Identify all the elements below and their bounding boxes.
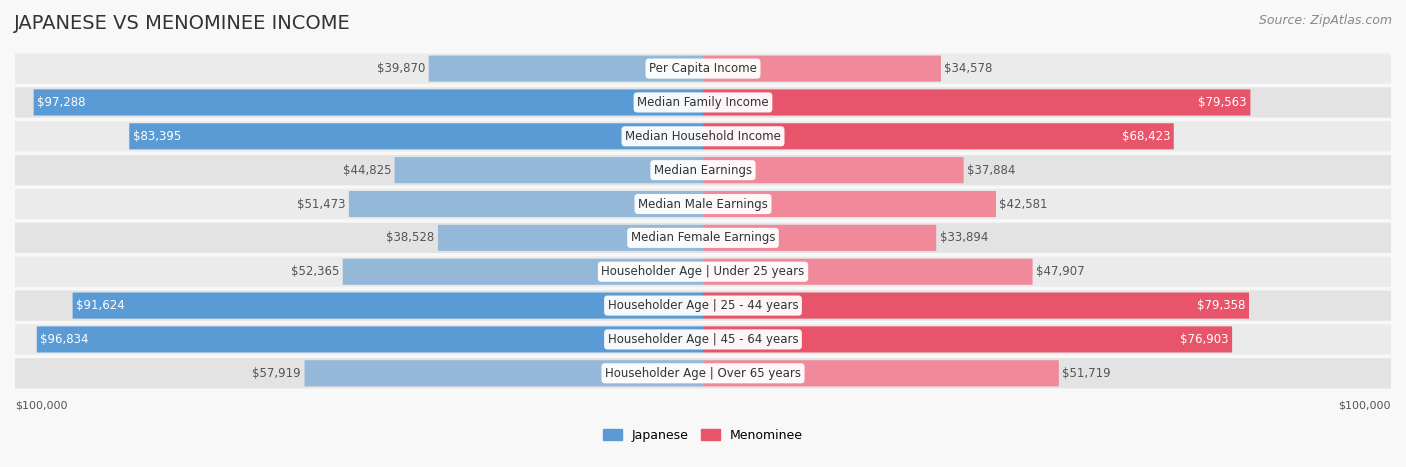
- Text: $42,581: $42,581: [1000, 198, 1047, 211]
- FancyBboxPatch shape: [703, 123, 1174, 149]
- FancyBboxPatch shape: [703, 89, 1250, 115]
- FancyBboxPatch shape: [703, 326, 1232, 353]
- Text: $91,624: $91,624: [76, 299, 125, 312]
- FancyBboxPatch shape: [15, 87, 1391, 118]
- Text: $79,358: $79,358: [1197, 299, 1246, 312]
- FancyBboxPatch shape: [15, 290, 1391, 321]
- FancyBboxPatch shape: [15, 121, 1391, 151]
- FancyBboxPatch shape: [129, 123, 703, 149]
- Text: Householder Age | 25 - 44 years: Householder Age | 25 - 44 years: [607, 299, 799, 312]
- FancyBboxPatch shape: [15, 53, 1391, 84]
- Text: $68,423: $68,423: [1122, 130, 1170, 143]
- Text: JAPANESE VS MENOMINEE INCOME: JAPANESE VS MENOMINEE INCOME: [14, 14, 352, 33]
- Text: $37,884: $37,884: [967, 163, 1015, 177]
- FancyBboxPatch shape: [15, 256, 1391, 287]
- Text: $52,365: $52,365: [291, 265, 339, 278]
- Text: $97,288: $97,288: [37, 96, 86, 109]
- FancyBboxPatch shape: [437, 225, 703, 251]
- Text: $79,563: $79,563: [1198, 96, 1247, 109]
- Text: $76,903: $76,903: [1180, 333, 1229, 346]
- FancyBboxPatch shape: [15, 189, 1391, 219]
- FancyBboxPatch shape: [703, 292, 1249, 318]
- Legend: Japanese, Menominee: Japanese, Menominee: [603, 429, 803, 442]
- FancyBboxPatch shape: [429, 56, 703, 82]
- Text: $96,834: $96,834: [41, 333, 89, 346]
- Text: $51,719: $51,719: [1063, 367, 1111, 380]
- Text: $47,907: $47,907: [1036, 265, 1084, 278]
- Text: $57,919: $57,919: [253, 367, 301, 380]
- Text: Median Earnings: Median Earnings: [654, 163, 752, 177]
- Text: Median Family Income: Median Family Income: [637, 96, 769, 109]
- Text: Householder Age | 45 - 64 years: Householder Age | 45 - 64 years: [607, 333, 799, 346]
- Text: Source: ZipAtlas.com: Source: ZipAtlas.com: [1258, 14, 1392, 27]
- FancyBboxPatch shape: [15, 358, 1391, 389]
- Text: Householder Age | Over 65 years: Householder Age | Over 65 years: [605, 367, 801, 380]
- FancyBboxPatch shape: [37, 326, 703, 353]
- Text: $33,894: $33,894: [939, 231, 988, 244]
- FancyBboxPatch shape: [349, 191, 703, 217]
- FancyBboxPatch shape: [703, 225, 936, 251]
- FancyBboxPatch shape: [15, 324, 1391, 354]
- FancyBboxPatch shape: [703, 157, 963, 183]
- Text: $100,000: $100,000: [1339, 400, 1391, 410]
- Text: $34,578: $34,578: [945, 62, 993, 75]
- Text: Per Capita Income: Per Capita Income: [650, 62, 756, 75]
- FancyBboxPatch shape: [15, 155, 1391, 185]
- FancyBboxPatch shape: [73, 292, 703, 318]
- FancyBboxPatch shape: [343, 259, 703, 285]
- FancyBboxPatch shape: [703, 191, 995, 217]
- Text: $83,395: $83,395: [132, 130, 181, 143]
- Text: Median Household Income: Median Household Income: [626, 130, 780, 143]
- Text: $39,870: $39,870: [377, 62, 425, 75]
- FancyBboxPatch shape: [395, 157, 703, 183]
- FancyBboxPatch shape: [34, 89, 703, 115]
- Text: Householder Age | Under 25 years: Householder Age | Under 25 years: [602, 265, 804, 278]
- FancyBboxPatch shape: [305, 360, 703, 386]
- Text: Median Male Earnings: Median Male Earnings: [638, 198, 768, 211]
- Text: $100,000: $100,000: [15, 400, 67, 410]
- FancyBboxPatch shape: [703, 259, 1032, 285]
- Text: Median Female Earnings: Median Female Earnings: [631, 231, 775, 244]
- Text: $51,473: $51,473: [297, 198, 346, 211]
- Text: $38,528: $38,528: [387, 231, 434, 244]
- FancyBboxPatch shape: [703, 56, 941, 82]
- Text: $44,825: $44,825: [343, 163, 391, 177]
- FancyBboxPatch shape: [703, 360, 1059, 386]
- FancyBboxPatch shape: [15, 223, 1391, 253]
